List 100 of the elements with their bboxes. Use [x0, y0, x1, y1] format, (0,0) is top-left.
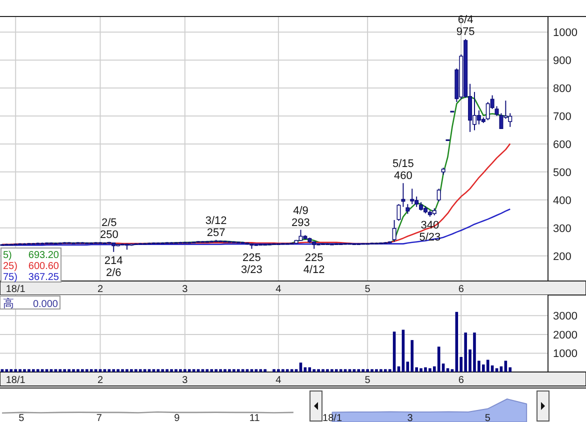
- bar: [103, 369, 106, 372]
- x-tick-label: 11: [249, 413, 260, 422]
- bar: [286, 369, 289, 372]
- annotation: 367.25: [28, 272, 60, 283]
- y-tick-label: 900: [553, 55, 572, 68]
- bar: [299, 362, 302, 372]
- bar: [148, 369, 151, 372]
- candlestick: [392, 220, 396, 242]
- bar: [290, 369, 294, 372]
- y-tick-label: 500: [553, 166, 572, 179]
- bar: [188, 369, 191, 372]
- y-tick-label: 200: [553, 250, 572, 263]
- bar: [54, 369, 58, 372]
- bar: [40, 369, 44, 372]
- text: 75): [3, 272, 18, 283]
- bar: [45, 369, 48, 372]
- bar: [156, 369, 160, 372]
- bar: [192, 369, 196, 372]
- annotation: 0.000: [32, 299, 58, 310]
- x-tick-label: 9: [174, 413, 180, 422]
- x-tick-label: 18/1: [6, 284, 26, 295]
- bar: [201, 369, 204, 372]
- bar: [250, 369, 254, 372]
- bar: [58, 369, 62, 372]
- bar: [259, 369, 262, 372]
- bar: [206, 369, 209, 372]
- y-tick-label: 800: [553, 83, 572, 96]
- bar: [339, 369, 342, 372]
- y-tick-label: 2000: [553, 329, 578, 342]
- bar: [143, 369, 146, 372]
- bar: [98, 369, 102, 372]
- candlestick: [410, 188, 414, 205]
- x-tick-label: 5: [484, 413, 491, 422]
- x-tick-label: 5: [364, 284, 371, 295]
- bar: [384, 369, 387, 372]
- bar: [348, 369, 352, 372]
- bar: [446, 368, 450, 372]
- bar: [112, 369, 116, 372]
- bar: [196, 369, 200, 372]
- text: 5): [3, 250, 12, 261]
- annotation: 225 4/12: [303, 252, 325, 276]
- bar: [90, 369, 93, 372]
- bar: [36, 369, 40, 372]
- bar: [504, 360, 508, 372]
- y-tick-label: 400: [553, 194, 572, 207]
- bar: [308, 367, 312, 372]
- bar: [0, 369, 4, 372]
- bar: [486, 360, 490, 372]
- annotation: 3/12 257: [205, 214, 227, 239]
- annotation: 600.60: [28, 261, 60, 272]
- bar: [10, 369, 13, 372]
- x-tick-label: 18/1: [322, 413, 342, 422]
- annotation: 高: [3, 297, 14, 310]
- line-series: [2, 208, 511, 246]
- annotation: 214 2/6: [104, 254, 123, 279]
- bar: [5, 369, 8, 372]
- bar: [402, 330, 405, 372]
- bar: [357, 369, 360, 372]
- x-tick-label: 3: [182, 375, 188, 386]
- bar: [334, 369, 338, 372]
- bar: [437, 346, 440, 372]
- x-tick-label: 7: [96, 413, 102, 422]
- y-tick-label: 300: [553, 222, 572, 235]
- bar: [94, 369, 98, 372]
- x-tick-label: 6: [458, 375, 464, 386]
- bar: [85, 369, 88, 372]
- x-tick-label: 3: [407, 413, 414, 422]
- y-tick-label: 600: [553, 138, 572, 151]
- x-tick-label: 2: [97, 375, 104, 386]
- x-tick-label: 6: [458, 284, 464, 295]
- bar: [392, 332, 396, 372]
- series-label: 25): [3, 261, 18, 272]
- bar: [495, 368, 498, 372]
- annotation: 5/15 460: [392, 158, 414, 182]
- bar: [352, 369, 356, 372]
- x-tick-label: 5: [364, 375, 371, 386]
- y-tick-label: 700: [553, 111, 572, 123]
- bar: [161, 369, 164, 372]
- bar: [344, 369, 347, 372]
- bar: [236, 369, 240, 372]
- annotation: 693.20: [28, 250, 60, 261]
- bar: [50, 369, 53, 372]
- y-tick-label: 3000: [553, 310, 578, 323]
- bar: [138, 369, 142, 372]
- bar: [450, 369, 454, 372]
- x-tick-label: 4: [276, 284, 282, 295]
- x-tick-label: 18/1: [6, 375, 26, 386]
- x-tick-label: 3: [182, 284, 188, 295]
- annotation: 4/9 293: [292, 204, 310, 229]
- bar: [152, 369, 156, 372]
- annotation: 6/4 975: [456, 14, 475, 38]
- bar: [362, 369, 365, 372]
- annotation: 2/5 250: [100, 216, 118, 241]
- annotation: 225 3/23: [241, 252, 262, 276]
- x-tick-label: 4: [276, 375, 282, 386]
- candlestick: [401, 182, 406, 208]
- x-tick-label: 5: [18, 413, 25, 422]
- bar: [183, 369, 186, 372]
- bar: [254, 369, 258, 372]
- bar: [241, 369, 244, 372]
